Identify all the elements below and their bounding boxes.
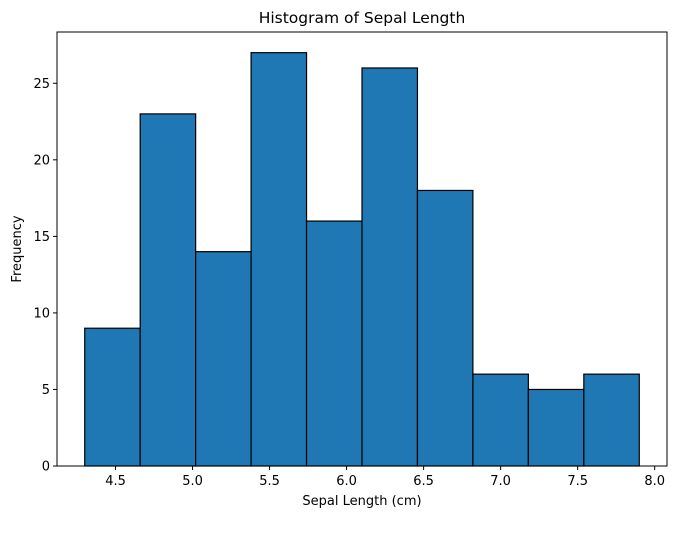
y-tick-label: 5 bbox=[42, 383, 50, 398]
y-tick-label: 0 bbox=[42, 460, 50, 475]
plot-frame bbox=[56, 31, 668, 467]
histogram-bar bbox=[139, 113, 197, 467]
histogram-bar bbox=[84, 327, 141, 467]
y-tick-label: 25 bbox=[33, 77, 50, 92]
chart-title: Histogram of Sepal Length bbox=[259, 9, 466, 27]
x-tick-label: 8.0 bbox=[644, 474, 665, 489]
x-tick-label: 6.5 bbox=[413, 474, 434, 489]
x-tick-label: 6.0 bbox=[336, 474, 357, 489]
histogram-bar bbox=[305, 220, 363, 467]
histogram-bar bbox=[472, 373, 529, 467]
x-tick-label: 4.5 bbox=[105, 474, 126, 489]
histogram-bar bbox=[416, 189, 474, 467]
x-tick-label: 7.0 bbox=[490, 474, 511, 489]
y-tick-label: 15 bbox=[33, 230, 50, 245]
y-tick-label: 20 bbox=[33, 153, 50, 168]
x-tick-label: 5.5 bbox=[259, 474, 280, 489]
histogram-bar bbox=[361, 67, 419, 467]
y-axis-ticks: 0 5 10 15 20 25 bbox=[33, 77, 57, 475]
histogram-bar bbox=[527, 388, 585, 467]
histogram-bar bbox=[583, 373, 640, 467]
x-tick-label: 7.5 bbox=[567, 474, 588, 489]
x-axis-label: Sepal Length (cm) bbox=[302, 494, 421, 509]
bars-group bbox=[84, 52, 640, 467]
histogram-bar bbox=[195, 251, 252, 467]
y-axis-label: Frequency bbox=[10, 215, 25, 282]
histogram-bar bbox=[250, 52, 308, 467]
y-tick-label: 10 bbox=[33, 306, 50, 321]
x-tick-label: 5.0 bbox=[182, 474, 203, 489]
x-axis-ticks: 4.5 5.0 5.5 6.0 6.5 7.0 7.5 8.0 bbox=[105, 466, 665, 489]
